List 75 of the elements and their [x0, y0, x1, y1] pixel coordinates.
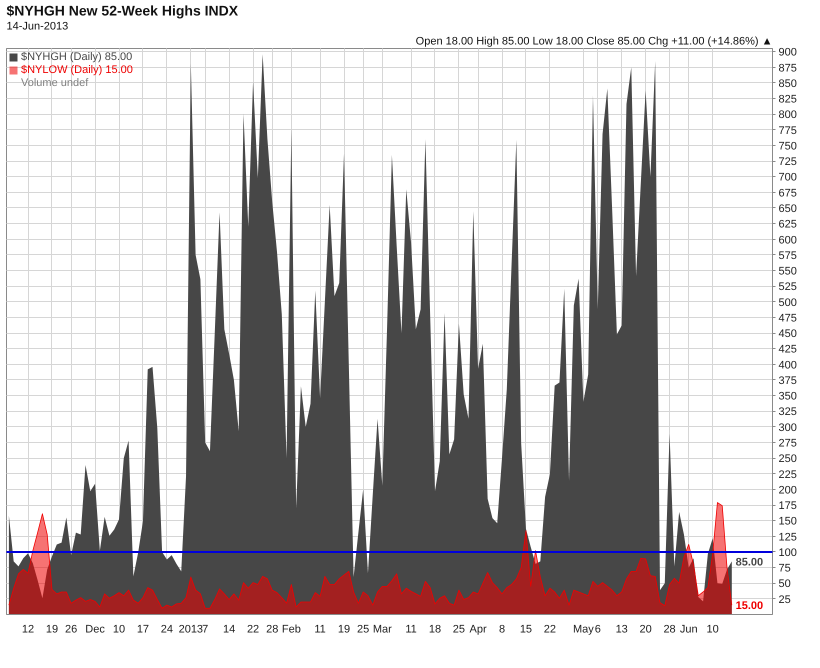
x-tick-label: 10	[112, 624, 126, 636]
legend-label: $NYHGH (Daily) 85.00	[21, 51, 132, 63]
x-tick-label: 12	[22, 624, 34, 636]
x-tick-label: 11	[314, 624, 326, 636]
y-tick-label: 100	[778, 546, 797, 559]
x-tick-label: 7	[202, 624, 208, 636]
y-tick-label: 525	[778, 281, 797, 294]
x-tick-label: 22	[544, 624, 556, 636]
y-tick-label: 875	[778, 62, 797, 74]
x-tick-label: 13	[616, 624, 628, 636]
y-tick-label: 375	[778, 374, 797, 387]
chart-subtitle: 14-Jun-2013	[6, 20, 68, 32]
y-tick-label: 725	[778, 156, 797, 168]
y-tick-label: 250	[778, 453, 797, 466]
y-tick-label: 50	[778, 578, 791, 590]
x-tick-label: 19	[46, 624, 58, 636]
x-tick-label: Mar	[372, 624, 392, 636]
y-tick-label: 200	[778, 484, 797, 496]
x-tick-label: 8	[498, 624, 506, 636]
y-tick-label: 275	[778, 438, 797, 450]
y-tick-label: 450	[778, 328, 797, 340]
x-tick-label: 11	[405, 624, 417, 636]
y-tick-label: 750	[778, 140, 797, 152]
x-tick-label: 28	[663, 624, 676, 636]
x-tick-label: 26	[65, 624, 78, 636]
x-tick-label: Dec	[85, 624, 106, 636]
y-tick-label: 625	[778, 218, 797, 231]
y-tick-label: 500	[778, 296, 797, 309]
x-tick-label: 25	[357, 624, 370, 636]
x-tick-label: 18	[428, 624, 442, 636]
x-tick-label: 25	[452, 624, 466, 636]
x-tick-label: Jun	[680, 624, 698, 636]
y-tick-label: 800	[778, 109, 797, 122]
legend-label: Volume undef	[21, 77, 88, 89]
data-label: 15.00	[736, 600, 764, 612]
y-tick-label: 300	[778, 422, 797, 434]
text: Open 18.00 High 85.00 Low 18.00 Close 85.00 Chg +11.00 (+14.86%) ▲	[416, 36, 773, 48]
x-tick-label: 15	[520, 624, 532, 636]
x-tick-label: May	[573, 624, 594, 636]
x-tick-label: 24	[160, 624, 174, 636]
y-tick-label: 575	[778, 250, 797, 262]
y-tick-label: 350	[778, 390, 797, 403]
y-tick-label: 775	[778, 124, 797, 137]
y-tick-label: 125	[778, 531, 797, 544]
y-tick-label: 850	[778, 78, 797, 90]
y-tick-label: 700	[778, 172, 797, 184]
y-tick-label: 900	[778, 46, 797, 59]
y-tick-label: 825	[778, 94, 797, 106]
y-tick-label: 400	[778, 359, 797, 372]
y-tick-label: 650	[778, 202, 797, 215]
x-tick-label: 6	[594, 624, 601, 636]
y-tick-label: 25	[778, 594, 791, 606]
y-tick-label: 675	[778, 187, 797, 200]
y-tick-label: 75	[778, 562, 791, 575]
chart-title: $NYHGH New 52-Week Highs INDX	[6, 2, 239, 18]
y-tick-label: 425	[778, 344, 797, 356]
x-tick-label: 2013	[178, 624, 204, 636]
y-tick-label: 325	[778, 406, 797, 418]
x-tick-label: Feb	[282, 624, 301, 636]
y-tick-label: 550	[778, 266, 797, 278]
data-label: 85.00	[736, 556, 764, 568]
y-tick-label: 225	[778, 468, 797, 481]
y-tick-label: 150	[778, 516, 797, 528]
y-tick-label: 600	[778, 234, 797, 246]
x-tick-label: 14	[223, 624, 236, 636]
x-tick-label: 10	[706, 624, 719, 636]
legend-label: $NYLOW (Daily) 15.00	[21, 64, 133, 76]
x-tick-label: 19	[338, 624, 350, 636]
y-tick-label: 175	[778, 500, 797, 512]
y-tick-label: 475	[778, 312, 797, 324]
x-tick-label: 20	[640, 624, 652, 636]
x-tick-label: Apr	[470, 624, 487, 636]
x-tick-label: 22	[246, 624, 260, 636]
x-tick-label: 17	[136, 624, 150, 636]
x-tick-label: 28	[266, 624, 278, 636]
